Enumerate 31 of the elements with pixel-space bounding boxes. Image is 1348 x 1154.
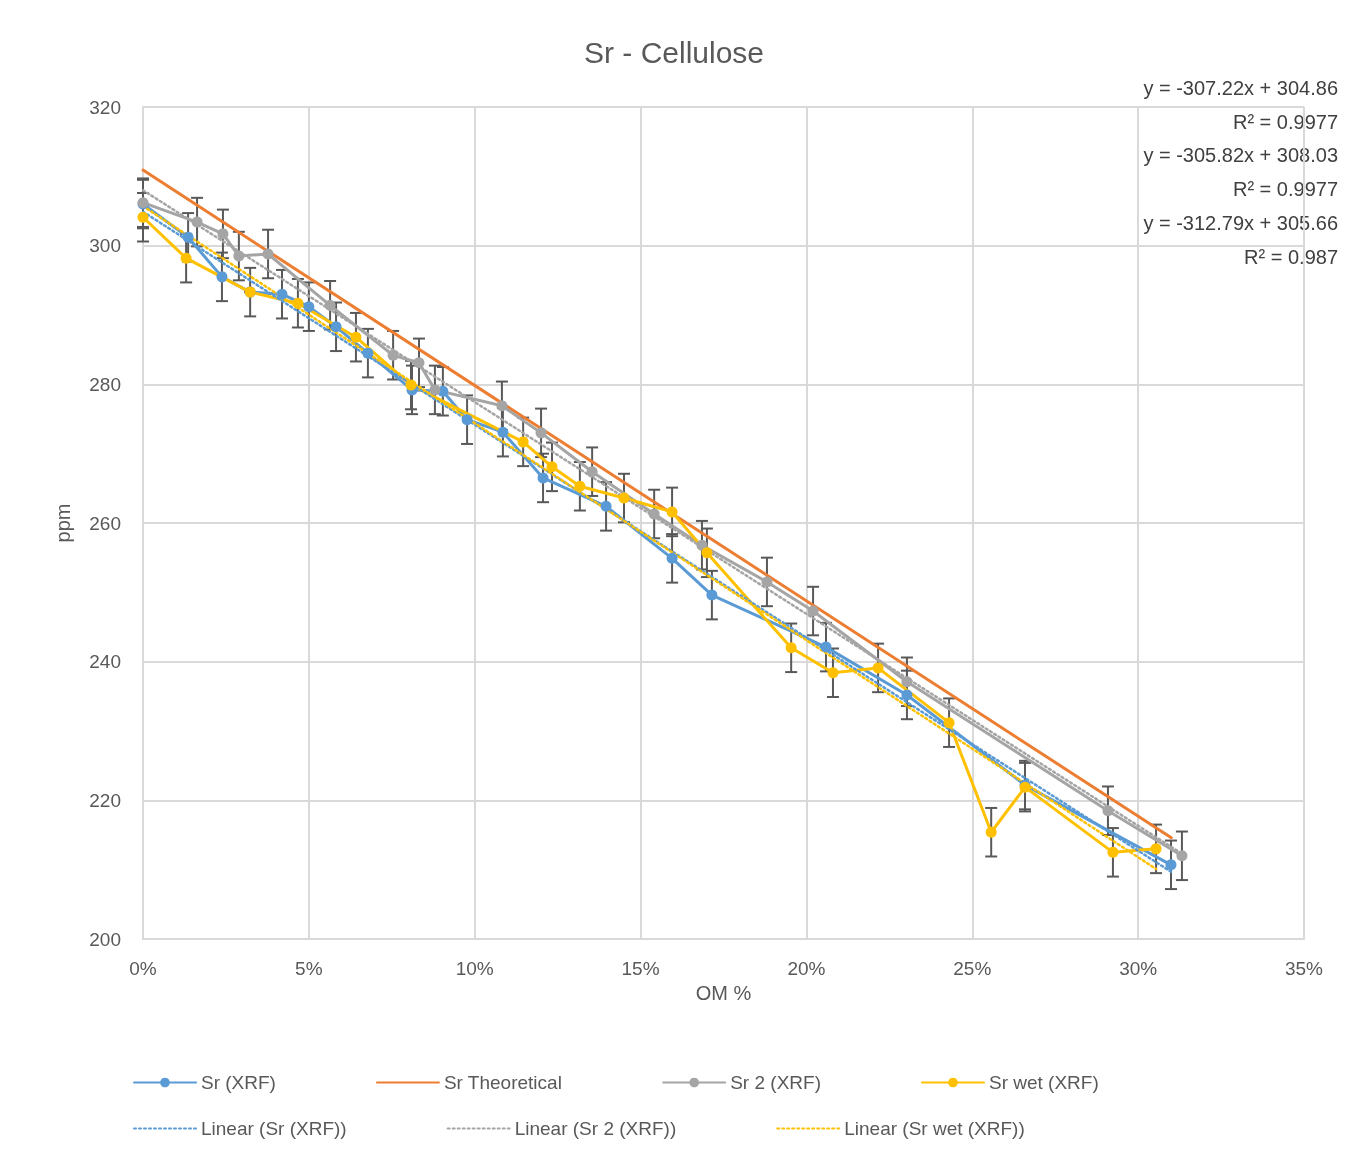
text: y = -307.22x + 304.86 [1143, 77, 1338, 99]
annotation: R² = 0.9977 [1232, 178, 1339, 201]
legend-label: Sr wet (XRF) [988, 1072, 1099, 1093]
y-tick-label: 240 [89, 651, 121, 673]
legend-label: Sr (XRF) [201, 1072, 276, 1093]
x-tick-label: 15% [621, 958, 660, 979]
annotation: R² = 0.987 [1244, 245, 1339, 268]
legend-label: Linear (Sr 2 (XRF)) [514, 1118, 677, 1139]
chart-title: Sr - Cellulose [583, 35, 765, 69]
x-tick-label: 20% [787, 958, 826, 979]
y-tick-label: 320 [89, 96, 121, 118]
legend-label: Sr 2 (XRF) [730, 1072, 821, 1093]
y-tick-label: 300 [89, 235, 121, 257]
legend-label: Linear (Sr (XRF)) [201, 1118, 347, 1139]
legend-label: Sr Theoretical [443, 1072, 562, 1093]
y-tick-label: 260 [89, 512, 121, 534]
y-tick-label: 200 [89, 928, 121, 950]
x-tick-label: 10% [455, 958, 494, 979]
x-tick-label: 5% [295, 958, 323, 979]
annotation: R² = 0.9977 [1232, 110, 1339, 133]
x-tick-label: 25% [953, 958, 992, 979]
y-axis-title: ppm [52, 503, 74, 543]
annotation: y = -305.82x + 308.03 [1143, 144, 1338, 167]
legend-label: Linear (Sr wet (XRF)) [844, 1118, 1025, 1139]
x-tick-label: 35% [1284, 958, 1324, 979]
x-tick-label: 30% [1119, 958, 1158, 979]
x-tick-label: 0% [129, 958, 157, 979]
y-tick-label: 220 [89, 789, 121, 811]
y-tick-label: 280 [89, 373, 121, 395]
x-axis-title: OM % [695, 981, 752, 1004]
annotation: y = -312.79x + 305.66 [1143, 211, 1338, 234]
